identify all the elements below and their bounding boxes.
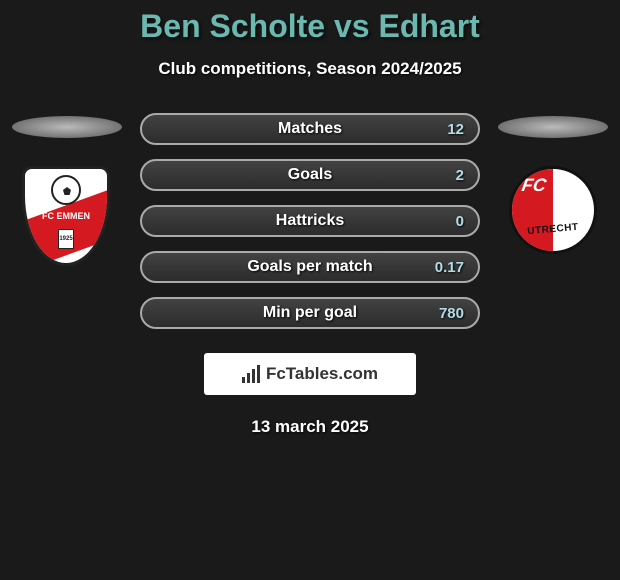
stat-bar-goals: Goals 2 — [140, 159, 480, 191]
brand-text: FcTables.com — [266, 364, 378, 384]
stat-bar-hattricks: Hattricks 0 — [140, 205, 480, 237]
team-badge-emmen: FC EMMEN 1925 — [22, 166, 112, 268]
stat-label: Goals — [288, 166, 332, 184]
emmen-label: FC EMMEN — [25, 211, 107, 221]
right-column: FC UTRECHT — [498, 113, 608, 254]
page-title: Ben Scholte vs Edhart — [0, 8, 620, 45]
stat-bar-goals-per-match: Goals per match 0.17 — [140, 251, 480, 283]
left-column: FC EMMEN 1925 — [12, 113, 122, 268]
stat-value: 780 — [439, 305, 464, 322]
right-shadow-ellipse — [498, 116, 608, 138]
emmen-year: 1925 — [58, 229, 74, 249]
stat-value: 2 — [456, 167, 464, 184]
stat-value: 12 — [447, 121, 464, 138]
stat-value: 0.17 — [435, 259, 464, 276]
emmen-shield: FC EMMEN 1925 — [22, 166, 110, 266]
stat-bar-min-per-goal: Min per goal 780 — [140, 297, 480, 329]
subtitle: Club competitions, Season 2024/2025 — [0, 59, 620, 79]
stat-value: 0 — [456, 213, 464, 230]
stat-label: Min per goal — [263, 304, 357, 322]
stat-label: Hattricks — [276, 212, 344, 230]
main-container: Ben Scholte vs Edhart Club competitions,… — [0, 0, 620, 437]
stats-panel: Matches 12 Goals 2 Hattricks 0 Goals per… — [140, 113, 480, 343]
date-label: 13 march 2025 — [0, 417, 620, 437]
utrecht-fc-label: FC — [520, 175, 548, 196]
content-row: FC EMMEN 1925 Matches 12 Goals 2 Hattric… — [0, 113, 620, 343]
soccer-ball-icon — [51, 175, 81, 205]
stat-label: Matches — [278, 120, 342, 138]
left-shadow-ellipse — [12, 116, 122, 138]
stat-label: Goals per match — [247, 258, 372, 276]
stat-bar-matches: Matches 12 — [140, 113, 480, 145]
bar-chart-icon — [242, 365, 260, 383]
brand-box[interactable]: FcTables.com — [204, 353, 416, 395]
team-badge-utrecht: FC UTRECHT — [509, 166, 597, 254]
